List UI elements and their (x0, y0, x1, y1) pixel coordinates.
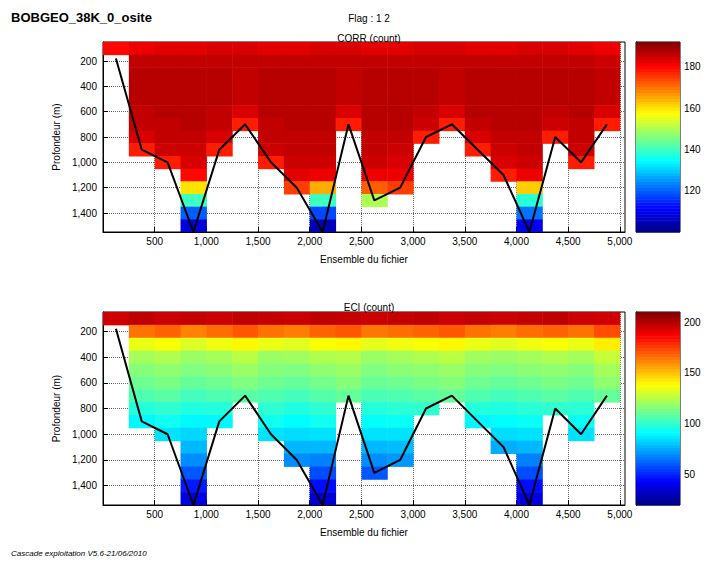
svg-text:2,000: 2,000 (297, 509, 322, 520)
svg-text:160: 160 (684, 103, 701, 114)
svg-text:Ensemble du fichier: Ensemble du fichier (320, 527, 408, 538)
svg-text:1,000: 1,000 (72, 157, 97, 168)
svg-text:100: 100 (684, 418, 701, 429)
svg-text:Ensemble du fichier: Ensemble du fichier (320, 254, 408, 265)
svg-text:400: 400 (80, 352, 97, 363)
svg-text:180: 180 (684, 61, 701, 72)
svg-text:2,500: 2,500 (349, 236, 374, 247)
svg-text:CORR (count): CORR (count) (337, 33, 400, 44)
svg-text:1,200: 1,200 (72, 454, 97, 465)
svg-text:4,500: 4,500 (556, 509, 581, 520)
svg-text:200: 200 (684, 317, 701, 328)
svg-text:5,000: 5,000 (607, 236, 632, 247)
svg-text:5,000: 5,000 (607, 509, 632, 520)
svg-text:4,000: 4,000 (504, 509, 529, 520)
svg-text:4,000: 4,000 (504, 236, 529, 247)
svg-text:500: 500 (146, 236, 163, 247)
svg-text:3,000: 3,000 (401, 236, 426, 247)
svg-text:1,000: 1,000 (194, 509, 219, 520)
svg-text:Profondeur (m): Profondeur (m) (51, 103, 62, 170)
svg-text:1,500: 1,500 (246, 509, 271, 520)
svg-text:4,500: 4,500 (556, 236, 581, 247)
svg-text:2,500: 2,500 (349, 509, 374, 520)
svg-text:500: 500 (146, 509, 163, 520)
svg-text:3,500: 3,500 (452, 236, 477, 247)
svg-text:Cascade exploitation V5.6-21/0: Cascade exploitation V5.6-21/06/2010 (11, 549, 147, 558)
svg-text:1,200: 1,200 (72, 182, 97, 193)
svg-text:1,400: 1,400 (72, 480, 97, 491)
svg-text:200: 200 (80, 326, 97, 337)
svg-text:120: 120 (684, 185, 701, 196)
svg-text:600: 600 (80, 106, 97, 117)
svg-text:BOBGEO_38K_0_osite: BOBGEO_38K_0_osite (11, 10, 152, 25)
svg-text:1,500: 1,500 (246, 236, 271, 247)
svg-text:400: 400 (80, 81, 97, 92)
svg-text:200: 200 (80, 56, 97, 67)
svg-text:3,500: 3,500 (452, 509, 477, 520)
svg-text:1,400: 1,400 (72, 208, 97, 219)
svg-text:800: 800 (80, 403, 97, 414)
svg-text:2,000: 2,000 (297, 236, 322, 247)
svg-text:Flag : 1 2: Flag : 1 2 (348, 13, 390, 24)
svg-text:50: 50 (684, 469, 696, 480)
svg-text:ECI (count): ECI (count) (344, 302, 395, 313)
svg-text:1,000: 1,000 (72, 429, 97, 440)
svg-text:800: 800 (80, 132, 97, 143)
svg-text:150: 150 (684, 367, 701, 378)
svg-text:600: 600 (80, 377, 97, 388)
svg-text:Profondeur (m): Profondeur (m) (51, 375, 62, 442)
svg-text:3,000: 3,000 (401, 509, 426, 520)
svg-text:1,000: 1,000 (194, 236, 219, 247)
svg-text:140: 140 (684, 144, 701, 155)
